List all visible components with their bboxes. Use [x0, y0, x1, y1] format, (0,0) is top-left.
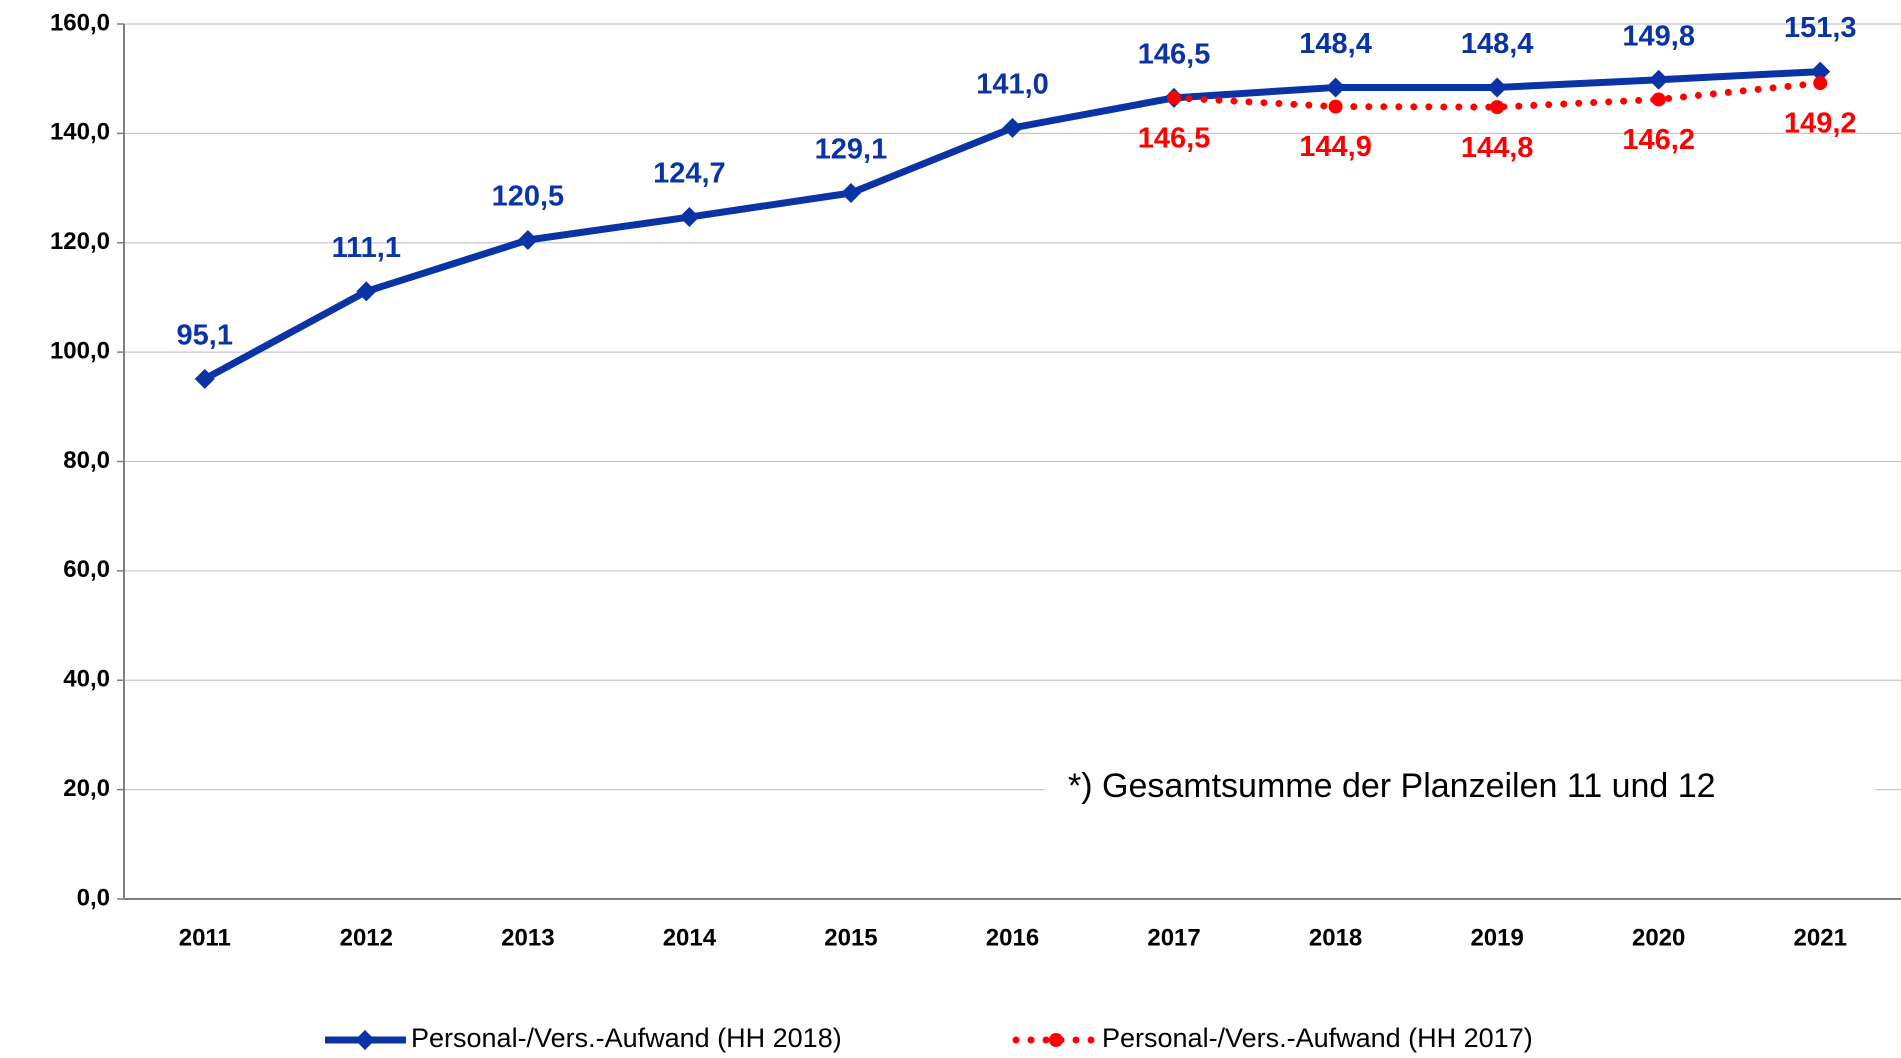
y-tick-label: 140,0 [50, 119, 110, 146]
data-point [840, 182, 861, 203]
data-label: 129,1 [815, 134, 888, 166]
data-label: 141,0 [976, 69, 1049, 101]
annotation-background [1045, 755, 1875, 815]
y-tick-label: 0,0 [77, 884, 110, 911]
data-point [517, 230, 538, 251]
data-label: 124,7 [653, 158, 726, 190]
data-point [1328, 99, 1343, 114]
data-label: 146,5 [1138, 38, 1211, 70]
y-tick-label: 40,0 [63, 666, 110, 693]
data-point [1813, 76, 1828, 91]
series-line [203, 68, 1821, 382]
data-label: 148,4 [1461, 28, 1534, 60]
x-tick-label: 2014 [663, 924, 717, 951]
data-point [1648, 69, 1669, 90]
data-label: 149,2 [1784, 108, 1857, 140]
x-tick-label: 2017 [1147, 924, 1200, 951]
data-point [1325, 77, 1346, 98]
x-tick-label: 2015 [824, 924, 877, 951]
y-tick-label: 80,0 [63, 447, 110, 474]
data-label: 95,1 [177, 320, 233, 352]
y-tick-label: 20,0 [63, 775, 110, 802]
data-point [1651, 92, 1666, 107]
y-tick-label: 120,0 [50, 228, 110, 255]
x-tick-label: 2018 [1309, 924, 1362, 951]
data-label: 148,4 [1299, 28, 1372, 60]
legend-marker [355, 1030, 375, 1050]
data-point [679, 207, 700, 228]
x-tick-label: 2013 [501, 924, 554, 951]
data-point [194, 368, 215, 389]
data-point [1167, 90, 1182, 105]
y-tick-label: 60,0 [63, 556, 110, 583]
series-line [1170, 79, 1824, 111]
data-label: 146,2 [1622, 124, 1695, 156]
x-tick-label: 2011 [179, 924, 231, 951]
data-label: 149,8 [1622, 20, 1695, 52]
data-point [1490, 100, 1505, 115]
data-point [356, 281, 377, 302]
x-tick-label: 2021 [1794, 924, 1847, 951]
y-tick-label: 160,0 [50, 9, 110, 36]
legend-label: Personal-/Vers.-Aufwand (HH 2017) [1102, 1023, 1533, 1053]
legend-label: Personal-/Vers.-Aufwand (HH 2018) [411, 1023, 842, 1053]
data-label: 146,5 [1138, 122, 1211, 154]
legend-marker [1049, 1033, 1063, 1047]
data-point [1810, 61, 1831, 82]
data-point [1487, 77, 1508, 98]
data-label: 151,3 [1784, 12, 1857, 44]
data-label: 120,5 [492, 181, 565, 213]
x-tick-label: 2019 [1470, 924, 1523, 951]
x-tick-label: 2012 [340, 924, 393, 951]
data-label: 144,8 [1461, 132, 1534, 164]
data-point [1002, 117, 1023, 138]
x-tick-label: 2020 [1632, 924, 1685, 951]
x-tick-label: 2016 [986, 924, 1039, 951]
data-label: 111,1 [332, 232, 401, 264]
data-label: 144,9 [1299, 131, 1372, 163]
y-tick-label: 100,0 [50, 337, 110, 364]
annotation: *) Gesamtsumme der Planzeilen 11 und 12 [1068, 767, 1716, 805]
